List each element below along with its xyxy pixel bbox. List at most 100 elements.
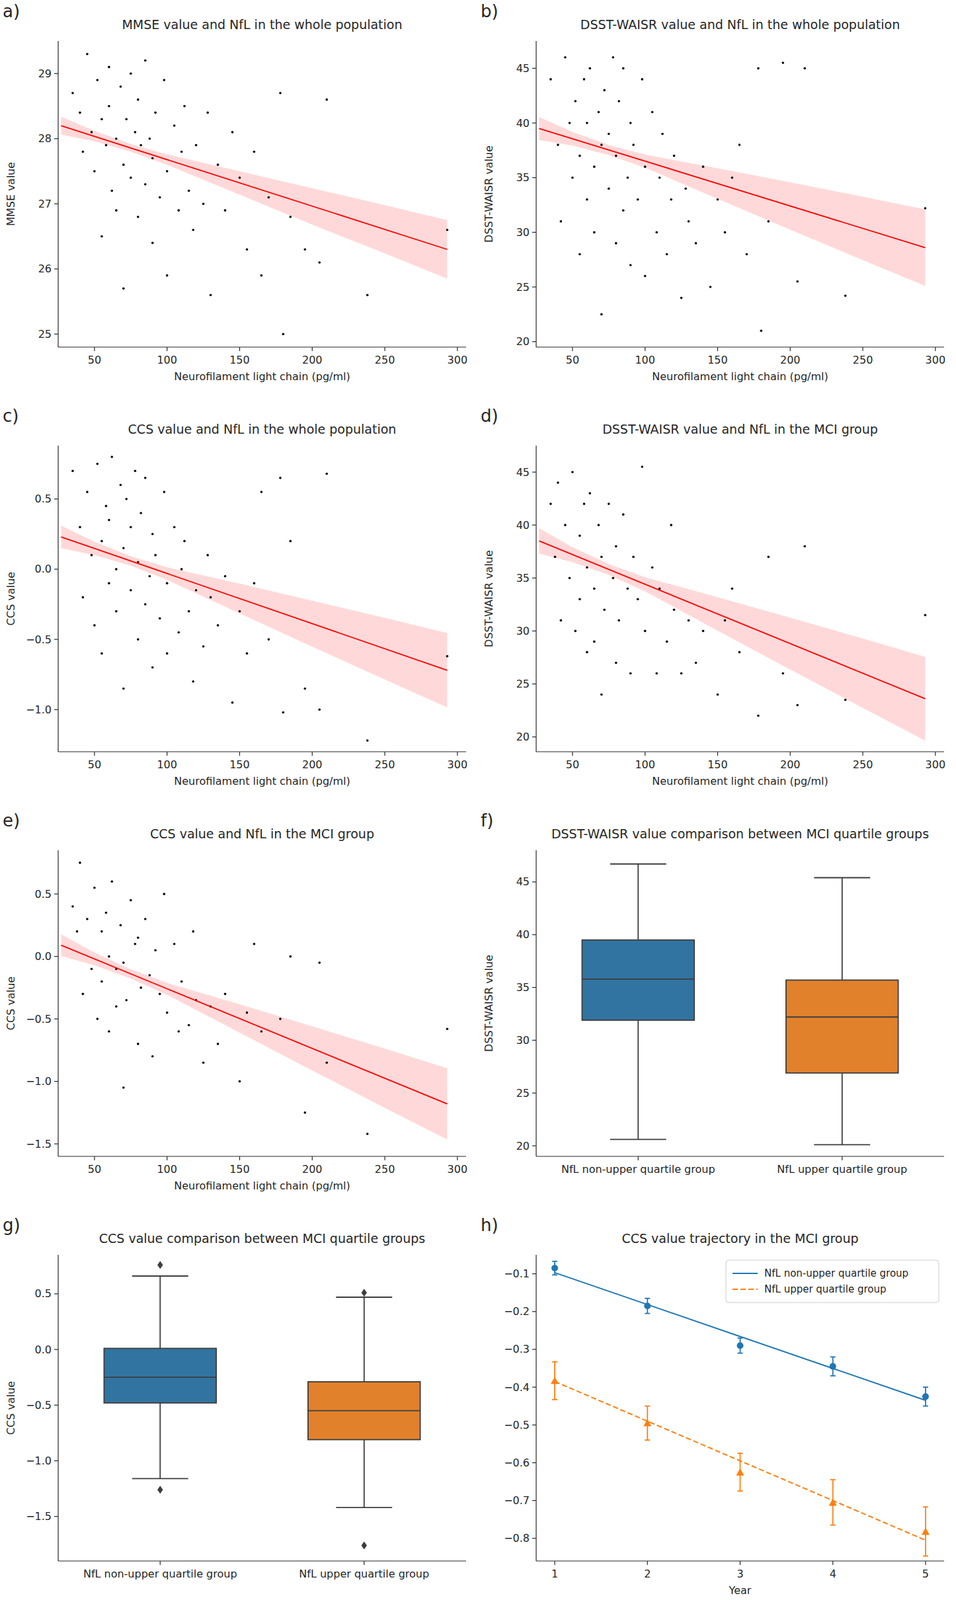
y-tick-label: 35 xyxy=(516,981,530,994)
scatter-point xyxy=(585,121,589,125)
scatter-point xyxy=(651,565,654,569)
scatter-point xyxy=(100,930,104,933)
y-tick xyxy=(54,1018,59,1020)
y-tick-label: −0.5 xyxy=(25,1012,52,1026)
scatter-point xyxy=(187,1024,191,1027)
error-cap xyxy=(737,1337,744,1339)
y-tick xyxy=(532,471,537,473)
panel-label: a) xyxy=(2,1,20,22)
y-tick-label: −1.5 xyxy=(25,1137,52,1151)
scatter-point xyxy=(597,523,601,527)
x-tick xyxy=(384,347,385,352)
y-tick-label: 45 xyxy=(516,466,530,479)
scatter-point xyxy=(767,555,771,558)
scatter-point xyxy=(81,596,85,599)
y-tick xyxy=(532,1273,537,1275)
scatter-point xyxy=(78,861,82,865)
fit-line xyxy=(60,945,447,1105)
x-tick xyxy=(239,1156,240,1161)
error-cap xyxy=(552,1361,558,1363)
x-tick-label: 50 xyxy=(87,1162,102,1176)
scatter-point xyxy=(151,157,155,160)
scatter-point xyxy=(636,198,640,201)
scatter-point xyxy=(578,534,582,537)
y-tick-label: 20 xyxy=(516,730,530,744)
whisker-cap xyxy=(132,1478,189,1480)
scatter-point xyxy=(563,523,567,527)
x-tick xyxy=(384,1156,385,1161)
y-axis-line xyxy=(535,40,537,348)
x-tick-label: 200 xyxy=(780,758,801,771)
y-tick xyxy=(54,1293,59,1294)
scatter-point xyxy=(325,1061,328,1064)
x-tick-label: 150 xyxy=(229,353,250,367)
scatter-point xyxy=(716,693,720,697)
scatter-point xyxy=(643,165,647,168)
y-tick xyxy=(54,1143,59,1145)
title: DSST-WAISR value and NfL in the whole po… xyxy=(580,17,901,32)
fit-line xyxy=(538,128,925,248)
scatter-point xyxy=(651,111,654,114)
scatter-point xyxy=(756,67,760,71)
scatter-point xyxy=(680,672,683,676)
scatter-point xyxy=(158,993,162,996)
legend-label: NfL non-upper quartile group xyxy=(764,1267,909,1280)
scatter-point xyxy=(206,111,209,115)
scatter-point xyxy=(134,130,137,134)
plot-area xyxy=(60,455,449,742)
title: CCS value and NfL in the MCI group xyxy=(150,826,375,841)
scatter-point xyxy=(139,144,143,147)
x-tick xyxy=(862,751,863,756)
y-tick-label: 40 xyxy=(516,518,530,532)
scatter-point xyxy=(107,105,111,108)
scatter-point xyxy=(583,502,586,506)
scatter-point xyxy=(669,198,673,201)
scatter-point xyxy=(154,554,157,557)
point xyxy=(551,1264,558,1272)
scatter-point xyxy=(745,253,749,256)
y-tick-label: 0.0 xyxy=(35,562,52,576)
y-tick-label: 0.5 xyxy=(35,887,52,901)
median xyxy=(786,1016,899,1018)
y-tick xyxy=(532,630,537,632)
y-tick xyxy=(532,524,537,526)
scatter-point xyxy=(680,296,683,300)
y-tick xyxy=(532,1092,537,1094)
scatter-point xyxy=(183,540,186,543)
x-tick-label: 250 xyxy=(852,353,874,367)
x-tick xyxy=(312,347,313,352)
x-tick-label: 1 xyxy=(551,1567,558,1581)
scatter-point xyxy=(253,581,256,585)
scatter-point xyxy=(224,208,227,212)
scatter-point xyxy=(571,176,574,180)
scatter-point xyxy=(71,905,75,908)
scatter-point xyxy=(78,525,82,529)
scatter-point xyxy=(110,455,114,459)
x-tick-label: 300 xyxy=(925,758,947,771)
x-tick-label: 50 xyxy=(87,758,102,771)
point xyxy=(922,1393,929,1400)
scatter-point xyxy=(723,231,727,235)
panel: c)CCS value and NfL in the whole populat… xyxy=(2,405,468,788)
scatter-point xyxy=(796,704,799,707)
scatter-point xyxy=(90,130,94,134)
x-tick-label: 50 xyxy=(565,353,580,367)
scatter-point xyxy=(122,546,125,550)
x-tick xyxy=(790,347,791,352)
outlier xyxy=(157,1485,163,1494)
scatter-point xyxy=(95,78,99,82)
y-axis-line xyxy=(57,40,59,348)
x-tick-label: 150 xyxy=(707,353,728,367)
scatter-point xyxy=(151,666,155,670)
scatter-point xyxy=(665,640,669,644)
x-tick-label: NfL upper quartile group xyxy=(776,1162,908,1176)
scatter-point xyxy=(216,624,220,627)
y-tick-label: 25 xyxy=(38,327,52,341)
scatter-point xyxy=(600,143,603,147)
panel: b)DSST-WAISR value and NfL in the whole … xyxy=(480,1,946,383)
scatter-point xyxy=(100,235,104,239)
scatter-point xyxy=(105,144,108,147)
y-tick xyxy=(532,232,537,233)
scatter-point xyxy=(573,630,577,633)
x-axis-label: Year xyxy=(728,1584,752,1597)
